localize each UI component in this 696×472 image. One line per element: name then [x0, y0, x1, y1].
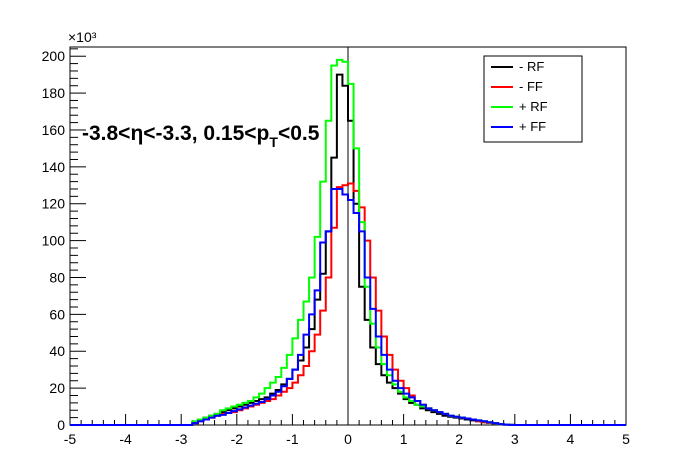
y-tick-label: 60	[49, 306, 65, 322]
x-tick-label: -5	[64, 431, 77, 447]
y-tick-label: 20	[49, 380, 65, 396]
y-tick-label: 120	[42, 196, 66, 212]
y-tick-label: 80	[49, 269, 65, 285]
x-tick-label: 1	[400, 431, 408, 447]
x-tick-label: -2	[231, 431, 244, 447]
kinematic-annotation: -3.8<η<-3.3, 0.15<pT<0.5	[82, 122, 320, 150]
x-tick-label: 5	[622, 431, 630, 447]
legend-label: + RF	[519, 99, 548, 114]
x-axis: -5 -4 -3 -2 -1 0 1 2 3 4 5	[64, 414, 630, 447]
x-tick-label: -3	[175, 431, 188, 447]
y-tick-label: 140	[42, 159, 66, 175]
x-tick-label: -1	[286, 431, 299, 447]
x-tick-label: 2	[455, 431, 463, 447]
y-tick-label: 160	[42, 122, 66, 138]
x-tick-label: -4	[119, 431, 132, 447]
y-tick-label: 180	[42, 85, 66, 101]
y-tick-label: 200	[42, 48, 66, 64]
y-tick-label: 100	[42, 233, 66, 249]
legend: - RF - FF + RF + FF	[483, 55, 583, 143]
y-multiplier-label: ×10³	[68, 29, 97, 45]
y-tick-label: 40	[49, 343, 65, 359]
legend-label: - FF	[519, 79, 543, 94]
legend-label: - RF	[519, 59, 544, 74]
x-tick-label: 4	[567, 431, 575, 447]
y-axis: 0 20 40 60 80 100 120 140 160 180 200	[42, 48, 86, 433]
series-line-4	[70, 187, 626, 426]
y-tick-label: 0	[57, 417, 65, 433]
legend-label: + FF	[519, 119, 546, 134]
x-tick-label: 0	[344, 431, 352, 447]
series-layer	[70, 58, 626, 426]
x-tick-label: 3	[511, 431, 519, 447]
